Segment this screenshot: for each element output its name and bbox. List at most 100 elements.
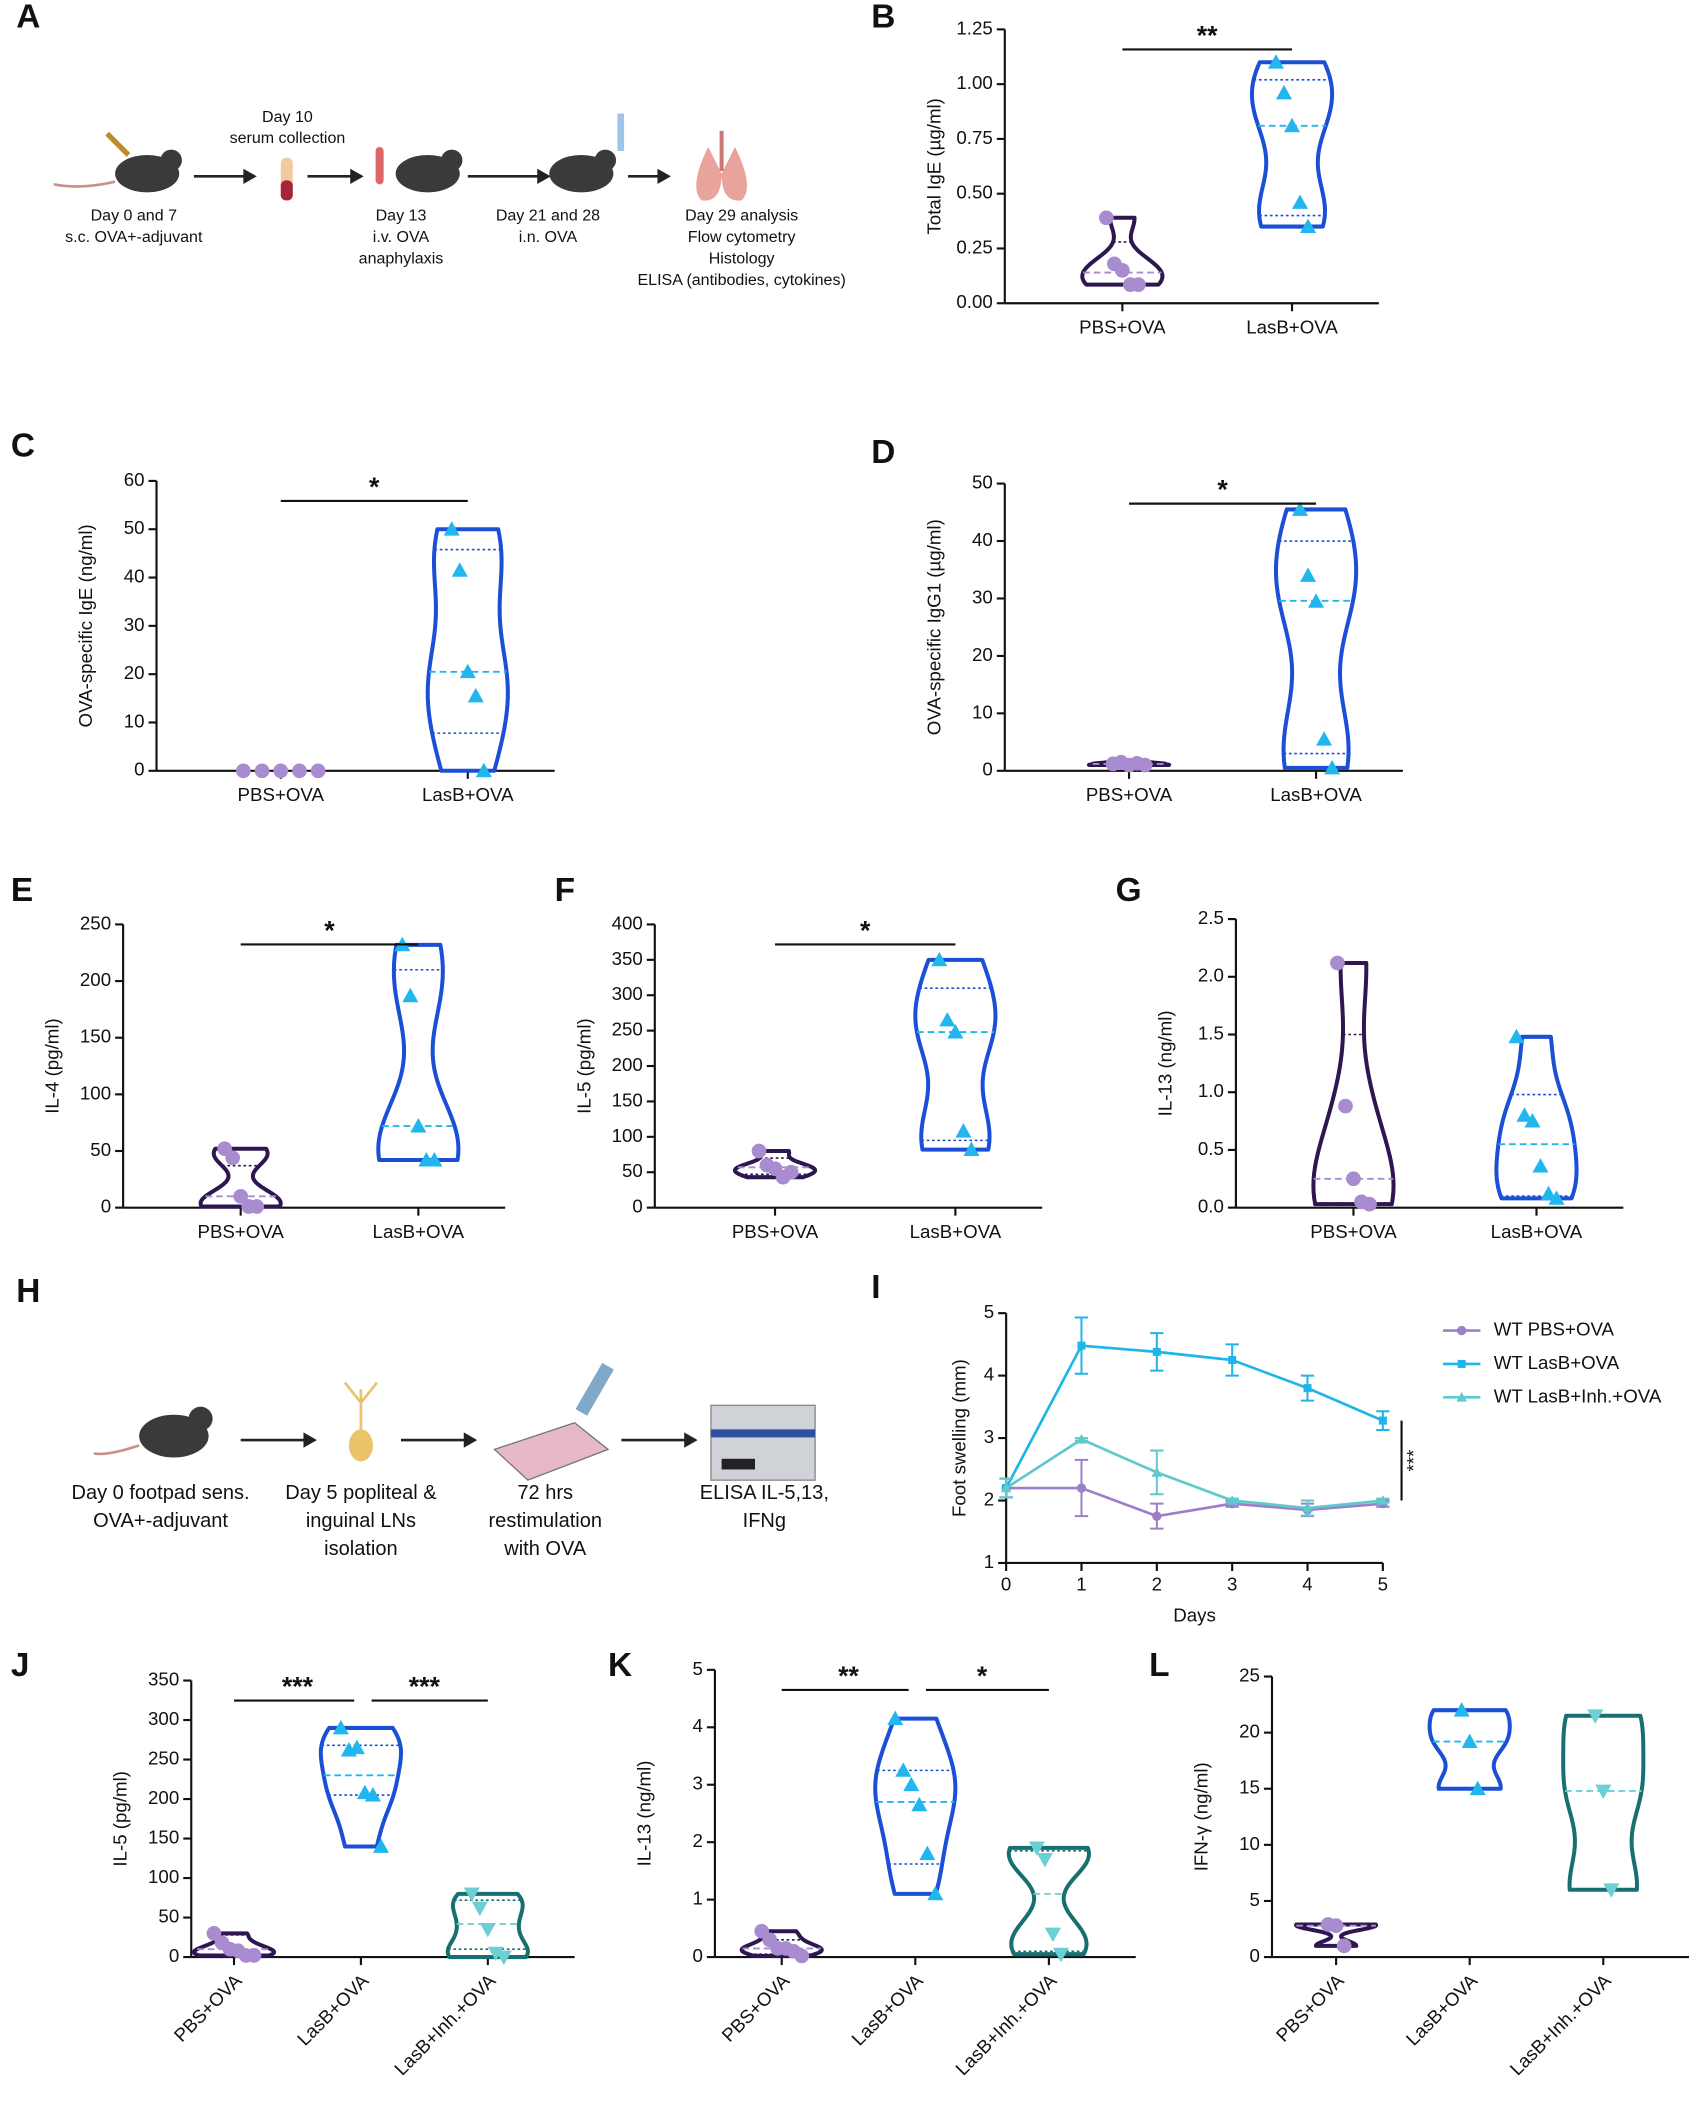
x-tick-label: PBS+OVA <box>170 1970 246 2046</box>
data-point <box>1076 1433 1087 1444</box>
data-point <box>426 1152 443 1167</box>
x-tick-label: LasB+OVA <box>1491 1221 1583 1242</box>
data-point <box>1548 1190 1565 1205</box>
significance-label: * <box>977 1661 988 1691</box>
data-point <box>1346 1171 1361 1187</box>
data-point <box>955 1123 972 1138</box>
panel-letter: K <box>608 1647 632 1684</box>
legend-label: WT LasB+Inh.+OVA <box>1494 1385 1662 1406</box>
data-point <box>1303 1384 1312 1393</box>
violin <box>1427 1708 1512 1791</box>
y-tick-label: 150 <box>612 1089 643 1110</box>
y-tick-label: 350 <box>148 1668 179 1689</box>
y-axis-label: IL-5 (pg/ml) <box>110 1771 131 1867</box>
y-tick-label: 100 <box>80 1082 111 1103</box>
data-point <box>443 521 460 536</box>
data-point <box>939 1011 956 1027</box>
data-point <box>1330 955 1345 971</box>
significance-label: ** <box>1197 20 1218 50</box>
y-tick-label: 150 <box>80 1026 111 1047</box>
data-point <box>1151 1467 1163 1477</box>
y-tick-label: 1 <box>984 1551 994 1572</box>
step-label: Flow cytometry <box>688 228 796 246</box>
data-point <box>1457 1359 1466 1368</box>
y-tick-label: 30 <box>972 586 993 607</box>
data-point <box>895 1762 912 1777</box>
data-point <box>783 1164 799 1180</box>
y-tick-label: 60 <box>124 469 145 490</box>
data-point <box>1378 1416 1387 1425</box>
data-point <box>467 687 484 703</box>
step-label: isolation <box>324 1538 397 1560</box>
x-tick-label: PBS+OVA <box>1086 784 1173 805</box>
x-tick-label: 3 <box>1227 1574 1237 1595</box>
data-point <box>1453 1702 1470 1717</box>
y-axis-label: IL-5 (pg/ml) <box>573 1018 594 1114</box>
y-tick-label: 50 <box>622 1160 643 1181</box>
data-point <box>1308 593 1325 608</box>
data-point <box>1316 731 1333 746</box>
y-tick-label: 40 <box>972 529 993 550</box>
data-point <box>1131 277 1146 292</box>
x-tick-label: LasB+OVA <box>422 784 514 805</box>
y-tick-label: 4 <box>692 1715 702 1736</box>
x-tick-label: LasB+Inh.+OVA <box>390 1970 500 2080</box>
violin <box>1311 960 1396 1207</box>
significance-label: * <box>860 916 871 946</box>
data-point <box>471 1901 488 1917</box>
significance-label: *** <box>409 1672 441 1702</box>
x-tick-label: LasB+OVA <box>293 1970 373 2050</box>
x-tick-label: LasB+OVA <box>910 1221 1002 1242</box>
data-point <box>1275 84 1293 100</box>
data-point <box>233 1188 249 1204</box>
data-point <box>225 1150 241 1166</box>
y-tick-label: 10 <box>124 710 145 731</box>
y-tick-label: 1.5 <box>1198 1022 1224 1043</box>
data-point <box>236 763 251 779</box>
y-tick-label: 3 <box>692 1773 702 1794</box>
step-label: Day 5 popliteal & <box>285 1482 437 1504</box>
violin <box>191 1931 277 1958</box>
data-point <box>1508 1028 1525 1044</box>
data-point <box>479 1922 496 1938</box>
data-point <box>463 1887 480 1902</box>
y-tick-label: 5 <box>1250 1889 1260 1910</box>
x-tick-label: 1 <box>1076 1574 1086 1595</box>
step-label: Day 21 and 28 <box>496 207 600 225</box>
violin <box>1080 215 1165 287</box>
data-point <box>1457 1325 1467 1336</box>
y-tick-label: 150 <box>148 1826 179 1847</box>
x-tick-label: PBS+OVA <box>197 1221 284 1242</box>
y-axis-label: IL-13 (ng/ml) <box>633 1760 654 1866</box>
data-point <box>332 1719 349 1735</box>
data-point <box>963 1141 980 1156</box>
violin <box>1561 1713 1646 1892</box>
schematic-a-icons <box>53 113 747 201</box>
data-point <box>1076 1483 1087 1493</box>
step-label: Day 0 and 7 <box>91 207 177 225</box>
data-point <box>495 1950 512 1966</box>
data-point <box>1077 1341 1086 1350</box>
y-axis-label: Total IgE (µg/ml) <box>923 98 944 234</box>
panel-letter: E <box>11 872 33 909</box>
panel-letter: B <box>871 0 895 36</box>
y-tick-label: 15 <box>1239 1777 1260 1798</box>
x-tick-label: LasB+OVA <box>1402 1970 1482 2050</box>
violin <box>376 942 461 1163</box>
schematic-a-arrows <box>193 168 671 184</box>
data-point <box>310 763 326 779</box>
data-point <box>1028 1841 1045 1856</box>
y-tick-label: 0 <box>134 759 144 780</box>
y-tick-label: 50 <box>158 1905 179 1926</box>
y-tick-label: 5 <box>692 1658 702 1679</box>
step-label: Day 0 footpad sens. <box>72 1482 250 1504</box>
y-tick-label: 5 <box>984 1301 994 1322</box>
x-tick-label: 2 <box>1152 1574 1162 1595</box>
data-point <box>1152 1511 1162 1521</box>
violin <box>1273 507 1359 770</box>
step-label: 72 hrs <box>517 1482 573 1504</box>
step-label: Histology <box>709 249 775 267</box>
step-label: IFNg <box>743 1510 786 1532</box>
y-tick-label: 1.0 <box>1198 1080 1224 1101</box>
series-line <box>1005 1437 1383 1510</box>
